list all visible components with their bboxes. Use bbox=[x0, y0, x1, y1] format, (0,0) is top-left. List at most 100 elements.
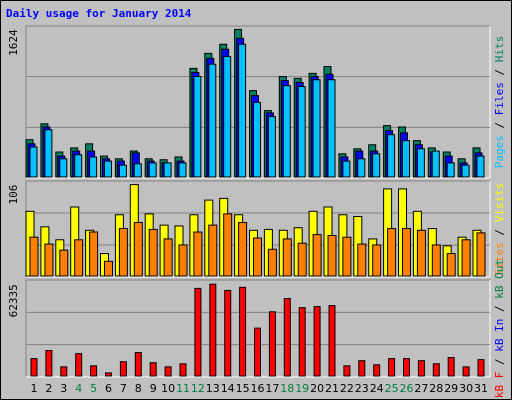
bar bbox=[372, 153, 381, 178]
bar bbox=[75, 353, 83, 377]
bar bbox=[431, 150, 440, 178]
bar bbox=[387, 134, 396, 178]
bar bbox=[313, 306, 321, 377]
x-tick-label: 17 bbox=[265, 382, 279, 395]
bar bbox=[118, 164, 127, 178]
legend-separator: / bbox=[493, 62, 506, 82]
legend-entry: Sites bbox=[493, 242, 506, 275]
bar bbox=[282, 238, 292, 277]
x-tick-label: 15 bbox=[236, 382, 250, 395]
bar bbox=[238, 222, 248, 277]
bar bbox=[90, 365, 98, 377]
bar bbox=[59, 249, 69, 277]
x-tick-label: 12 bbox=[191, 382, 205, 395]
bar bbox=[45, 350, 53, 377]
bar bbox=[149, 362, 157, 377]
x-tick-label: 26 bbox=[400, 382, 414, 395]
bar bbox=[59, 158, 68, 178]
bar bbox=[179, 363, 187, 377]
x-tick-label: 5 bbox=[90, 382, 97, 395]
bar bbox=[402, 140, 410, 178]
bar bbox=[163, 162, 172, 178]
bar bbox=[476, 232, 486, 277]
bar bbox=[342, 236, 352, 277]
bar bbox=[223, 56, 232, 178]
chart-title: Daily usage for January 2014 bbox=[6, 7, 192, 20]
x-tick-label: 18 bbox=[280, 382, 294, 395]
bar bbox=[89, 156, 98, 178]
bar bbox=[104, 260, 113, 277]
bar bbox=[178, 162, 187, 178]
y-tick-label: 62335 bbox=[7, 284, 20, 317]
bar bbox=[193, 76, 202, 178]
x-tick-label: 30 bbox=[459, 382, 473, 395]
x-tick-label: 27 bbox=[414, 382, 428, 395]
bar bbox=[403, 358, 410, 377]
bar bbox=[372, 244, 382, 277]
bar bbox=[447, 357, 455, 377]
x-tick-label: 23 bbox=[355, 382, 369, 395]
bar bbox=[253, 237, 262, 277]
bar bbox=[402, 228, 411, 277]
bar bbox=[178, 244, 188, 277]
bar bbox=[224, 289, 232, 377]
bar bbox=[432, 363, 440, 377]
x-tick-label: 10 bbox=[161, 382, 175, 395]
bar bbox=[297, 242, 307, 277]
x-tick-label: 9 bbox=[150, 382, 157, 395]
bar bbox=[104, 160, 112, 178]
bar bbox=[209, 283, 217, 377]
x-tick-label: 28 bbox=[429, 382, 443, 395]
x-tick-label: 8 bbox=[135, 382, 142, 395]
y-tick-label: 1624 bbox=[7, 29, 20, 56]
bar bbox=[267, 248, 277, 277]
x-tick-label: 14 bbox=[221, 382, 235, 395]
bar bbox=[194, 287, 202, 377]
legend-entry: kB In bbox=[493, 319, 506, 352]
x-tick-label: 25 bbox=[385, 382, 399, 395]
bar bbox=[163, 238, 173, 277]
bar bbox=[238, 43, 247, 178]
bar bbox=[342, 160, 351, 178]
bar bbox=[388, 358, 396, 377]
x-tick-label: 16 bbox=[251, 382, 265, 395]
bar bbox=[105, 372, 112, 377]
bar bbox=[327, 234, 337, 277]
bar bbox=[462, 366, 470, 377]
bar bbox=[74, 239, 84, 277]
bar bbox=[193, 231, 203, 277]
bar bbox=[148, 228, 158, 277]
y-tick-label: 106 bbox=[7, 185, 20, 205]
legend-separator: / bbox=[493, 115, 506, 135]
legend: kB F / kB In / kB Out bbox=[493, 259, 506, 398]
bar bbox=[60, 366, 68, 377]
bar bbox=[357, 158, 366, 178]
bar bbox=[29, 236, 39, 277]
bar bbox=[30, 358, 38, 377]
bar bbox=[118, 228, 128, 277]
legend-entry: Hits bbox=[493, 36, 506, 63]
legend-entry: Files bbox=[493, 82, 506, 115]
bar bbox=[461, 239, 471, 277]
bar bbox=[208, 63, 217, 178]
x-tick-label: 6 bbox=[105, 382, 112, 395]
x-tick-label: 11 bbox=[176, 382, 190, 395]
x-tick-label: 19 bbox=[295, 382, 309, 395]
bar bbox=[328, 305, 336, 377]
bar bbox=[223, 213, 233, 277]
x-tick-label: 1 bbox=[31, 382, 38, 395]
bar bbox=[343, 365, 351, 377]
x-tick-label: 29 bbox=[444, 382, 458, 395]
legend-separator: / bbox=[493, 299, 506, 319]
bar bbox=[268, 311, 276, 377]
bar bbox=[253, 101, 261, 178]
legend: Pages / Files / Hits bbox=[493, 36, 506, 169]
x-tick-label: 24 bbox=[370, 382, 384, 395]
bar bbox=[164, 366, 172, 377]
bar bbox=[267, 116, 276, 178]
bar bbox=[461, 164, 470, 178]
bar bbox=[477, 359, 485, 377]
bar bbox=[133, 163, 142, 178]
x-tick-label: 20 bbox=[310, 382, 324, 395]
bar bbox=[283, 298, 291, 377]
